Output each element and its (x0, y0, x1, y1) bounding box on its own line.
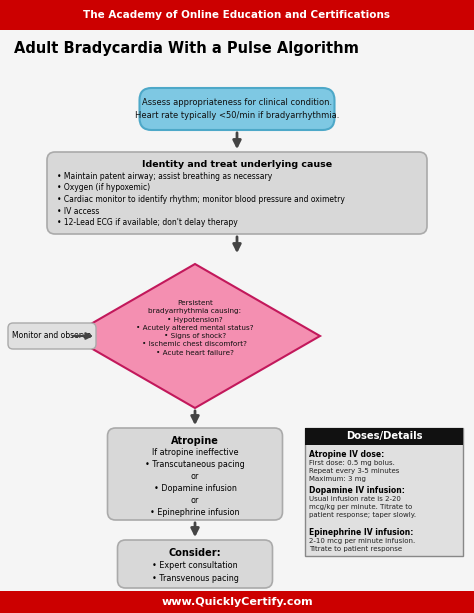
Bar (0, 591, 474, 613)
Text: or: or (191, 496, 199, 505)
Text: Consider:: Consider: (169, 548, 221, 558)
Text: • Oxygen (if hypoxemic): • Oxygen (if hypoxemic) (57, 183, 150, 192)
Text: Persistent
bradyarrhythmia causing:
• Hypotension?
• Acutely altered mental stat: Persistent bradyarrhythmia causing: • Hy… (136, 300, 254, 356)
Text: Epinephrine IV infusion:: Epinephrine IV infusion: (309, 528, 413, 537)
Text: • IV access: • IV access (57, 207, 100, 216)
Text: Assess appropriateness for clinical condition.
Heart rate typically <50/min if b: Assess appropriateness for clinical cond… (135, 98, 339, 120)
Text: • Dopamine infusion: • Dopamine infusion (154, 484, 237, 493)
Text: • 12-Lead ECG if available; don't delay therapy: • 12-Lead ECG if available; don't delay … (57, 218, 238, 227)
Text: Monitor and observe: Monitor and observe (12, 332, 91, 340)
Text: Atropine IV dose:: Atropine IV dose: (309, 450, 384, 459)
Text: • Transvenous pacing: • Transvenous pacing (152, 574, 238, 583)
FancyBboxPatch shape (305, 428, 463, 556)
FancyBboxPatch shape (118, 540, 273, 588)
Bar (305, 428, 463, 445)
Text: • Epinephrine infusion: • Epinephrine infusion (150, 508, 240, 517)
Text: Usual infusion rate is 2-20
mcg/kg per minute. Titrate to
patient response; tape: Usual infusion rate is 2-20 mcg/kg per m… (309, 496, 416, 518)
FancyBboxPatch shape (108, 428, 283, 520)
Text: • Cardiac monitor to identify rhythm; monitor blood pressure and oximetry: • Cardiac monitor to identify rhythm; mo… (57, 195, 345, 204)
Text: Dopamine IV infusion:: Dopamine IV infusion: (309, 486, 405, 495)
FancyBboxPatch shape (8, 323, 96, 349)
FancyBboxPatch shape (139, 88, 335, 130)
Bar (0, 0, 474, 30)
Text: Identity and treat underlying cause: Identity and treat underlying cause (142, 160, 332, 169)
Text: The Academy of Online Education and Certifications: The Academy of Online Education and Cert… (83, 10, 391, 20)
Text: Doses/Details: Doses/Details (346, 432, 422, 441)
Text: Atropine: Atropine (171, 436, 219, 446)
Text: or: or (191, 472, 199, 481)
FancyBboxPatch shape (47, 152, 427, 234)
Text: • Expert consultation: • Expert consultation (152, 561, 238, 570)
Polygon shape (70, 264, 320, 408)
Text: • Transcutaneous pacing: • Transcutaneous pacing (145, 460, 245, 469)
Text: Adult Bradycardia With a Pulse Algorithm: Adult Bradycardia With a Pulse Algorithm (14, 40, 359, 56)
Text: • Maintain patent airway; assist breathing as necessary: • Maintain patent airway; assist breathi… (57, 172, 272, 181)
Text: If atropine ineffective: If atropine ineffective (152, 448, 238, 457)
Text: First dose: 0.5 mg bolus.
Repeat every 3-5 minutes
Maximum: 3 mg: First dose: 0.5 mg bolus. Repeat every 3… (309, 460, 400, 482)
Text: 2-10 mcg per minute infusion.
Titrate to patient response: 2-10 mcg per minute infusion. Titrate to… (309, 538, 415, 552)
Text: www.QuicklyCertify.com: www.QuicklyCertify.com (161, 597, 313, 607)
